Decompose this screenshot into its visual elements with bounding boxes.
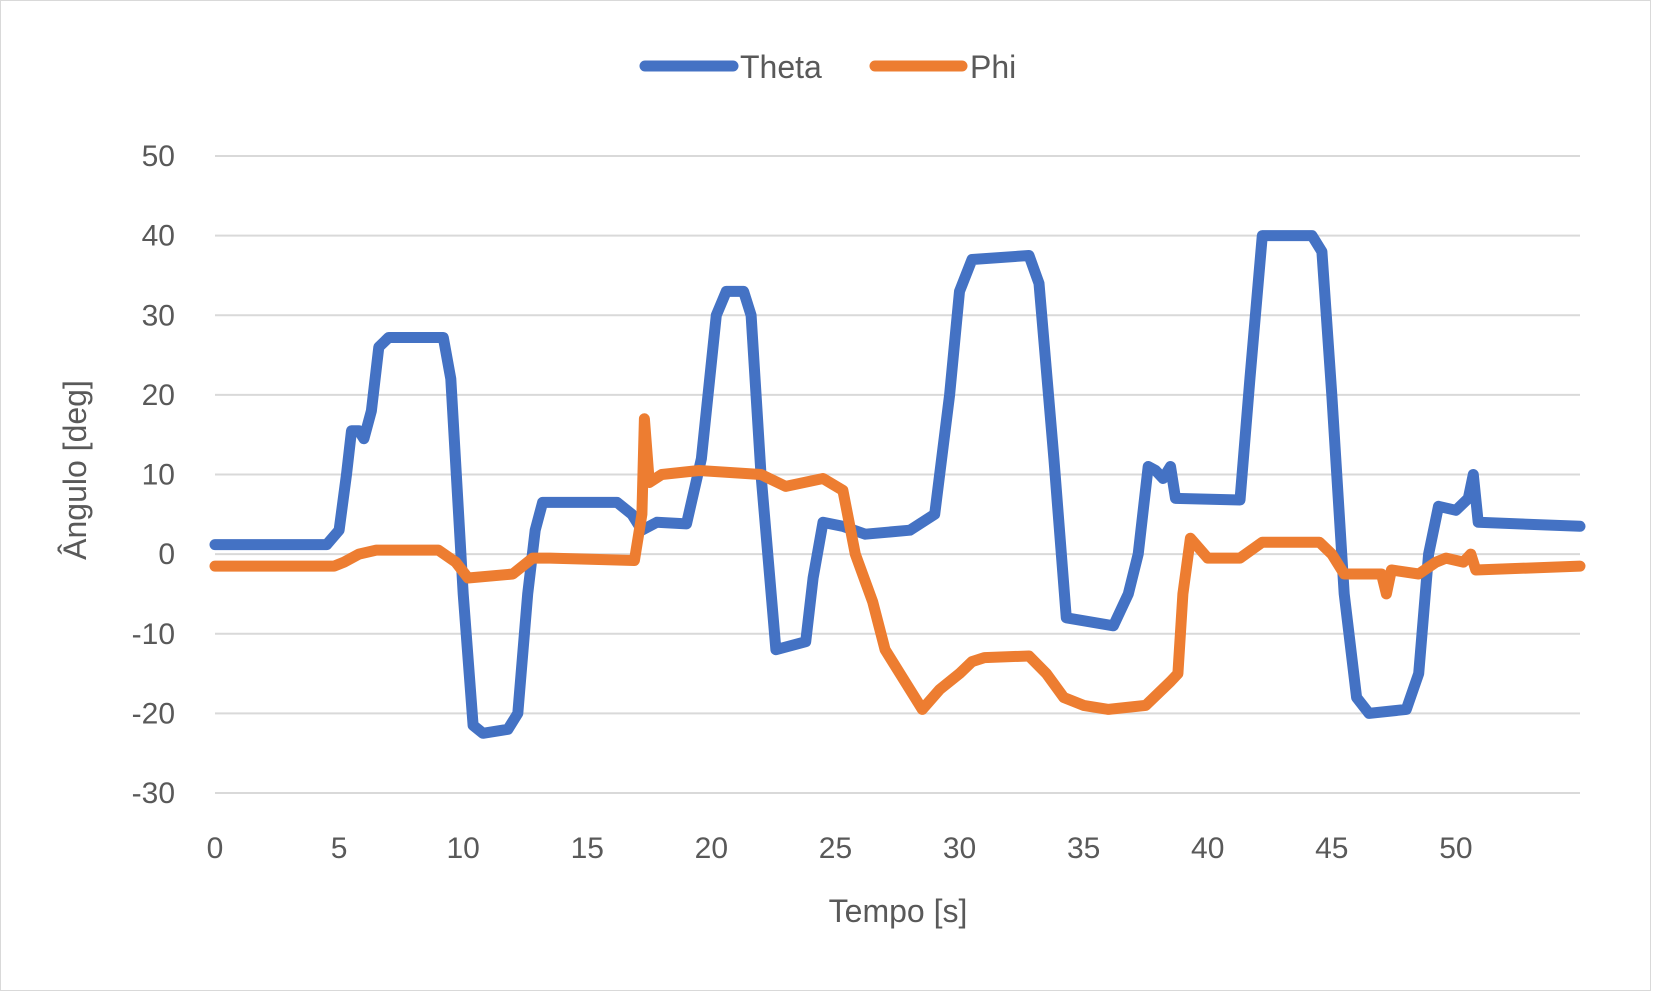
y-tick-label: 50 xyxy=(142,140,175,173)
y-tick-label: 40 xyxy=(142,220,175,253)
x-tick-label: 10 xyxy=(446,832,479,865)
y-axis-title: Ângulo [deg] xyxy=(57,380,93,560)
y-tick-label: -10 xyxy=(132,618,175,651)
legend: Theta Phi xyxy=(639,49,1016,85)
x-tick-label: 30 xyxy=(943,832,976,865)
x-tick-label: 35 xyxy=(1067,832,1100,865)
x-tick-label: 20 xyxy=(695,832,728,865)
series-line-theta xyxy=(209,230,1586,739)
x-tick-label: 50 xyxy=(1439,832,1472,865)
series-line-phi xyxy=(209,413,1586,715)
x-axis-title: Tempo [s] xyxy=(829,893,968,929)
legend-label: Phi xyxy=(970,49,1016,85)
gridlines xyxy=(215,155,1580,794)
x-tick-label: 40 xyxy=(1191,832,1224,865)
x-tick-label: 25 xyxy=(819,832,852,865)
legend-label: Theta xyxy=(740,49,822,85)
x-axis-ticks: 0 5 10 15 20 25 30 35 40 45 50 xyxy=(207,832,1473,865)
y-tick-label: 0 xyxy=(158,538,175,571)
y-tick-label: 10 xyxy=(142,459,175,492)
x-tick-label: 15 xyxy=(571,832,604,865)
y-axis-ticks: 50 40 30 20 10 0 -10 -20 -30 xyxy=(132,140,175,810)
series-lines xyxy=(209,230,1586,739)
x-tick-label: 0 xyxy=(207,832,224,865)
x-tick-label: 5 xyxy=(331,832,348,865)
y-tick-label: 20 xyxy=(142,379,175,412)
y-tick-label: 30 xyxy=(142,299,175,332)
x-tick-label: 45 xyxy=(1315,832,1348,865)
y-tick-label: -30 xyxy=(132,777,175,810)
y-tick-label: -20 xyxy=(132,697,175,730)
